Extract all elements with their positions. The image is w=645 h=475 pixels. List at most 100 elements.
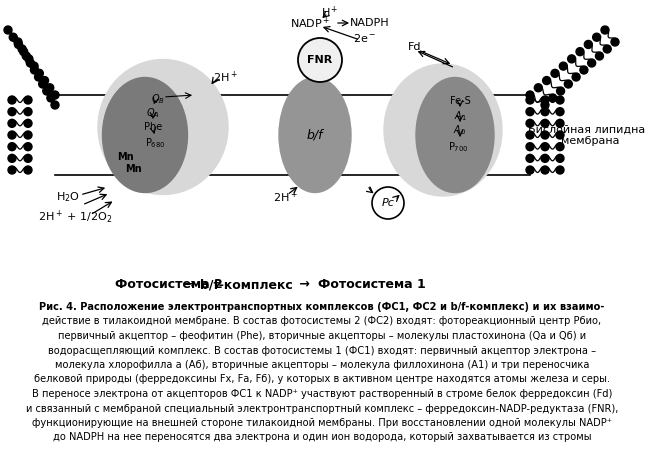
Circle shape [24,154,32,162]
Ellipse shape [279,77,351,192]
Circle shape [14,38,22,46]
Circle shape [556,166,564,174]
Text: функционирующие на внешней стороне тилакоидной мембраны. При восстановлении одно: функционирующие на внешней стороне тилак… [32,418,612,428]
Text: 2H$^+$ + 1/2O$_2$: 2H$^+$ + 1/2O$_2$ [38,209,112,226]
Text: Mn: Mn [124,164,141,174]
Circle shape [51,101,59,109]
Circle shape [584,40,592,48]
Circle shape [526,119,534,127]
Circle shape [595,52,604,60]
Text: P$_{680}$: P$_{680}$ [144,136,165,150]
Text: P$_{700}$: P$_{700}$ [448,140,468,154]
Circle shape [556,131,564,139]
Text: молекула хлорофилла a (Aб), вторичные акцепторы – молекула филлохинона (A1) и тр: молекула хлорофилла a (Aб), вторичные ак… [55,360,590,370]
Circle shape [541,108,549,116]
Text: H$^+$: H$^+$ [321,4,339,19]
Text: →: → [295,278,314,292]
Circle shape [526,108,534,116]
Circle shape [9,33,17,41]
Circle shape [26,59,34,67]
Circle shape [14,40,23,48]
Circle shape [541,131,549,139]
Circle shape [526,131,534,139]
Text: Mn: Mn [117,152,134,162]
Circle shape [24,142,32,151]
Circle shape [8,96,16,104]
Circle shape [24,131,32,139]
Circle shape [51,91,59,99]
Circle shape [526,142,534,151]
Circle shape [593,33,600,41]
Text: NADP$^+$: NADP$^+$ [290,15,330,31]
Text: Бислойная липидная
мембрана: Бислойная липидная мембрана [528,124,645,146]
Circle shape [526,96,534,104]
Circle shape [551,69,559,77]
Circle shape [603,45,611,53]
Circle shape [541,101,549,109]
Circle shape [30,66,39,74]
Ellipse shape [416,77,494,192]
Text: Фотосистема 2: Фотосистема 2 [115,278,223,292]
Circle shape [526,154,534,162]
Circle shape [35,73,43,81]
Circle shape [8,108,16,116]
Circle shape [24,119,32,127]
Circle shape [588,59,596,67]
Text: до NADPH на нее переносятся два электрона и один ион водорода, который захватыва: до NADPH на нее переносятся два электрон… [53,433,591,443]
Circle shape [542,76,551,85]
Circle shape [541,142,549,151]
Circle shape [4,26,12,34]
Circle shape [611,38,619,46]
Ellipse shape [98,59,228,194]
Circle shape [572,73,580,81]
Text: 2H$^+$: 2H$^+$ [213,69,237,85]
Circle shape [8,131,16,139]
Circle shape [30,62,38,70]
Text: $Q_B$: $Q_B$ [151,92,165,106]
Text: b/f: b/f [307,129,323,142]
Circle shape [35,69,43,77]
Circle shape [580,66,588,74]
Text: белковой природы (ферредоксины Fх, Fа, Fб), у которых в активном центре находятс: белковой природы (ферредоксины Fх, Fа, F… [34,374,610,384]
Circle shape [8,166,16,174]
Text: водорасщепляющий комплекс. В состав фотосистемы 1 (ФС1) входят: первичный акцепт: водорасщепляющий комплекс. В состав фото… [48,345,596,355]
Text: действие в тилакоидной мембране. В состав фотосистемы 2 (ФС2) входят: фотореакци: действие в тилакоидной мембране. В соста… [43,316,602,326]
Circle shape [541,96,549,104]
Circle shape [541,154,549,162]
Text: 2H$^+$: 2H$^+$ [273,190,297,205]
Circle shape [564,80,572,88]
Text: Fe-S: Fe-S [450,96,470,106]
Text: Fd: Fd [408,42,422,52]
Circle shape [576,48,584,56]
Circle shape [568,55,576,63]
Circle shape [24,166,32,174]
Circle shape [556,108,564,116]
Circle shape [556,119,564,127]
Circle shape [24,108,32,116]
Circle shape [556,142,564,151]
Circle shape [8,119,16,127]
Text: $A_1$: $A_1$ [453,109,466,123]
Circle shape [534,84,542,92]
Text: Pc: Pc [382,198,395,208]
Circle shape [549,94,557,102]
Circle shape [298,38,342,82]
Circle shape [41,76,48,85]
Circle shape [8,154,16,162]
Circle shape [526,166,534,174]
Circle shape [541,119,549,127]
Circle shape [39,80,46,88]
Circle shape [25,55,33,63]
Text: и связанный с мембраной специальный электронтранспортный комплекс – ферредоксин-: и связанный с мембраной специальный элек… [26,403,618,414]
Text: В переносе электрона от акцепторов ФС1 к NADP⁺ участвуют растворенный в строме б: В переносе электрона от акцепторов ФС1 к… [32,389,612,399]
Circle shape [22,52,30,60]
Text: Фотосистема 1: Фотосистема 1 [318,278,426,292]
Circle shape [601,26,609,34]
Circle shape [8,142,16,151]
Circle shape [46,84,54,92]
Circle shape [556,154,564,162]
Text: Рис. 4. Расположение электронтранспортных комплексов (ФС1, ФС2 и b/f-комплекс) и: Рис. 4. Расположение электронтранспортны… [39,302,605,312]
Circle shape [43,87,51,95]
Circle shape [18,45,26,53]
Circle shape [526,91,534,99]
